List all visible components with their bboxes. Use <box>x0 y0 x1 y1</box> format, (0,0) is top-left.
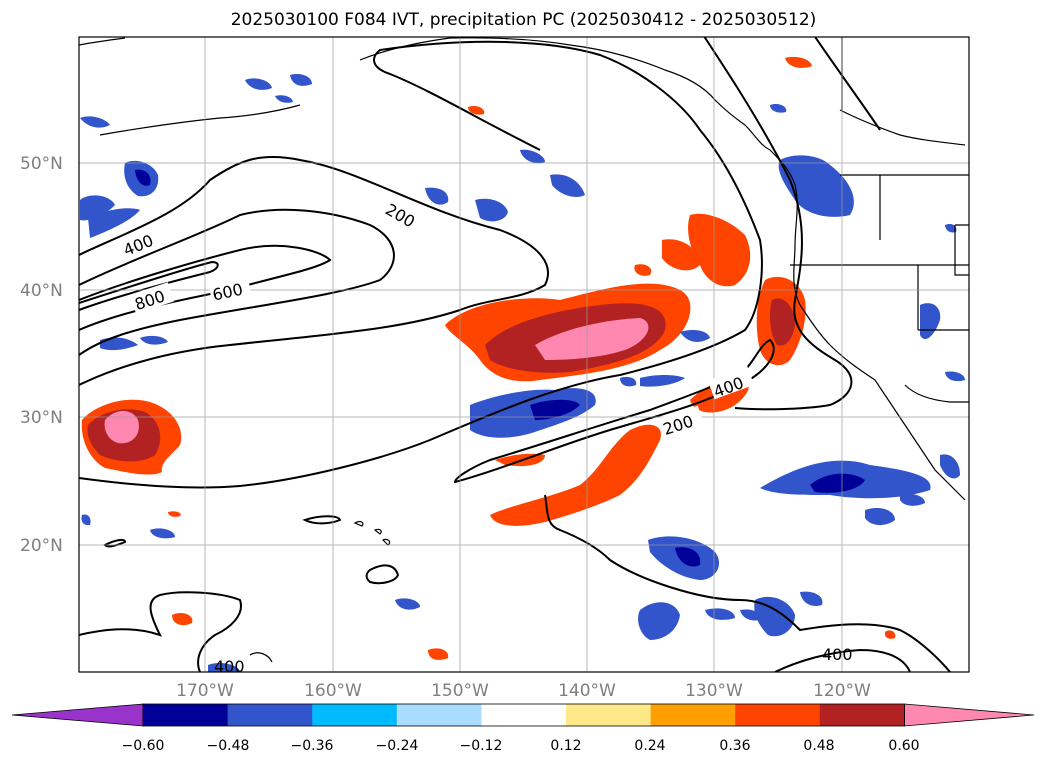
longitude-labels: 170°W 160°W 150°W 140°W 130°W 120°W <box>176 681 871 701</box>
colorbar-tick-label: −0.60 <box>122 738 165 754</box>
lon-label: 120°W <box>813 681 871 701</box>
colorbar-segment <box>735 704 821 726</box>
lon-label: 130°W <box>685 681 743 701</box>
lon-label: 140°W <box>558 681 616 701</box>
colorbar-tick-label: 0.36 <box>719 738 750 754</box>
graticule <box>79 37 969 672</box>
contour-labels: 200 400 800 600 200 400 400 400 <box>117 196 853 676</box>
colorbar-tick-label: −0.24 <box>376 738 419 754</box>
precip-anomaly-fills <box>80 56 965 672</box>
lat-label: 40°N <box>20 281 63 301</box>
map-frame <box>78 36 970 673</box>
colorbar-segment <box>143 704 229 726</box>
colorbar-tick-label: 0.12 <box>550 738 581 754</box>
contour-label: 400 <box>214 657 245 676</box>
contour-label: 200 <box>661 411 696 439</box>
colorbar-tick-label: 0.60 <box>888 738 919 754</box>
colorbar-tick-labels: −0.60 −0.48 −0.36 −0.24 −0.12 0.12 0.24 … <box>122 738 920 754</box>
colorbar-tick-label: −0.48 <box>207 738 250 754</box>
colorbar-tick-label: 0.24 <box>634 738 665 754</box>
ivt-contours <box>79 37 951 672</box>
lat-label: 20°N <box>20 536 63 556</box>
lon-label: 160°W <box>304 681 362 701</box>
colorbar-segment <box>481 704 567 726</box>
colorbar-frame <box>142 703 905 727</box>
lon-label: 170°W <box>176 681 234 701</box>
colorbar-tick-label: −0.36 <box>291 738 334 754</box>
colorbar-tick-label: 0.48 <box>803 738 834 754</box>
colorbar-segment <box>312 704 398 726</box>
lat-label: 50°N <box>20 154 63 174</box>
contour-label: 400 <box>822 645 853 664</box>
lon-label: 150°W <box>431 681 489 701</box>
colorbar-segment <box>227 704 313 726</box>
lat-label: 30°N <box>20 408 63 428</box>
map-title: 2025030100 F084 IVT, precipitation PC (2… <box>230 10 817 30</box>
colorbar-extend-high <box>904 703 1035 727</box>
colorbar-tick-label: −0.12 <box>460 738 503 754</box>
latitude-labels: 50°N 40°N 30°N 20°N <box>20 154 63 556</box>
colorbar-segment <box>396 704 482 726</box>
colorbar-extend-low <box>11 703 144 727</box>
colorbar-segment <box>566 704 652 726</box>
colorbar <box>11 703 1035 727</box>
colorbar-segment <box>650 704 736 726</box>
colorbar-segment <box>819 704 905 726</box>
